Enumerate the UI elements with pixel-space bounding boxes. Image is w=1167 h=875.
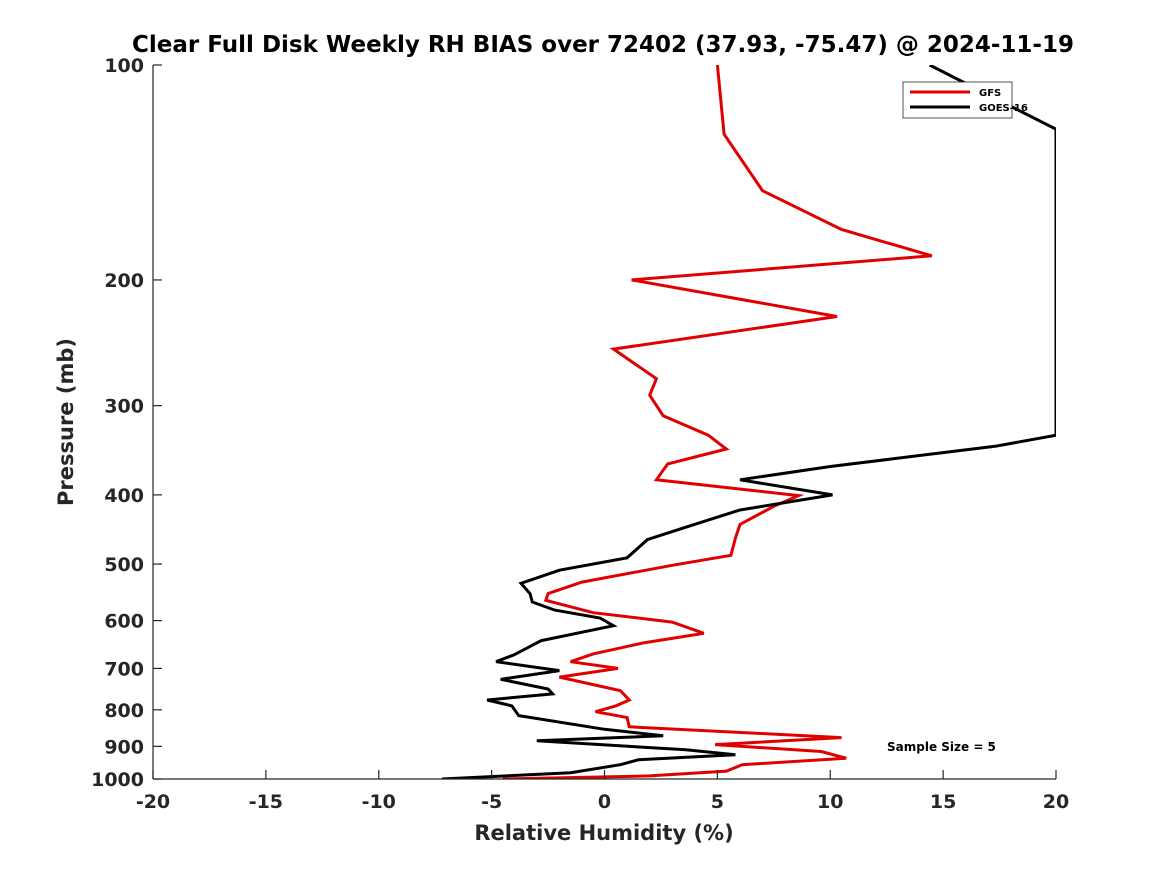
series-layer [441,65,1056,779]
series-line-goes-16 [441,65,1056,779]
y-tick-label: 300 [104,396,144,418]
x-tick-label: 0 [598,791,611,813]
y-tick-label: 200 [104,270,144,292]
legend: GFS GOES-16 [902,81,1028,119]
x-tick-label: 20 [1043,791,1069,813]
x-axis-label: Relative Humidity (%) [474,821,733,845]
y-tick-label: 100 [104,55,144,77]
y-tick-label: 400 [104,485,144,507]
legend-label: GOES-16 [979,103,1028,114]
y-tick-label: 500 [104,554,144,576]
x-ticks: -20 -15 -10 -5 0 5 10 15 20 [136,770,1069,813]
series-line-gfs [502,65,933,779]
x-tick-label: 5 [711,791,724,813]
sample-size-annotation: Sample Size = 5 [887,740,996,754]
chart-title: Clear Full Disk Weekly RH BIAS over 7240… [132,32,1074,58]
x-tick-label: -20 [136,791,170,813]
y-ticks: 100 200 300 400 500 600 700 800 900 1000 [91,55,162,791]
y-tick-label: 900 [104,736,144,758]
y-tick-label: 600 [104,611,144,633]
legend-box [902,81,1013,119]
y-tick-label: 800 [104,700,144,722]
legend-label: GFS [979,88,1001,99]
x-tick-label: 15 [930,791,956,813]
y-tick-label: 700 [104,658,144,680]
x-tick-label: -5 [481,791,502,813]
y-axis-label: Pressure (mb) [54,338,78,506]
x-tick-label: 10 [817,791,843,813]
x-tick-label: -15 [249,791,283,813]
x-tick-label: -10 [362,791,396,813]
y-tick-label: 1000 [91,769,144,791]
